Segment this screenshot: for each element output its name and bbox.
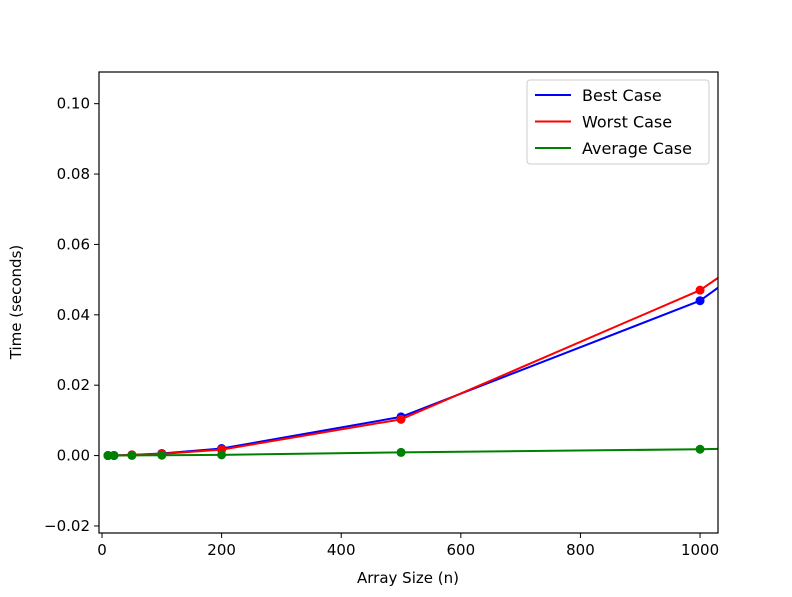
data-point-average-case	[157, 450, 167, 460]
series-best-case	[103, 286, 718, 461]
x-tick-label: 1000	[681, 541, 719, 559]
series-worst-case	[103, 277, 718, 461]
y-tick-label: 0.06	[57, 235, 90, 253]
legend-label: Best Case	[582, 86, 662, 105]
legend: Best Case Worst Case Average Case	[526, 79, 710, 165]
x-tick-label: 0	[97, 541, 107, 559]
axis-ticks: 0 200 400 600 800 1000 −0.02 0.00 0.02 0.04 0.06 0.…	[44, 95, 719, 559]
y-tick-label: 0.02	[57, 376, 90, 394]
x-tick-label: 800	[566, 541, 595, 559]
y-tick-label: 0.10	[57, 95, 90, 113]
data-point-average-case	[109, 451, 119, 461]
data-point-average-case	[127, 450, 137, 460]
series-line-worst-case	[107, 277, 718, 457]
y-tick-label: 0.00	[57, 447, 90, 465]
plot-frame	[98, 71, 719, 534]
series-line-best-case	[107, 286, 718, 457]
data-point-worst-case	[396, 414, 406, 424]
x-axis-label: Array Size (n)	[357, 569, 459, 587]
y-axis-label: Time (seconds)	[7, 245, 25, 361]
data-point-average-case	[695, 444, 705, 454]
y-tick-label: 0.08	[57, 165, 90, 183]
data-point-best-case	[695, 296, 705, 306]
data-point-worst-case	[695, 285, 705, 295]
y-tick-label: 0.04	[57, 306, 90, 324]
series-average-case	[103, 444, 718, 461]
data-point-average-case	[396, 447, 406, 457]
y-tick-label: −0.02	[44, 517, 90, 535]
data-point-average-case	[217, 450, 227, 460]
legend-label: Worst Case	[582, 113, 672, 132]
x-tick-label: 200	[207, 541, 236, 559]
x-tick-label: 400	[327, 541, 356, 559]
legend-item-worst-case: Worst Case	[535, 113, 672, 132]
legend-box	[526, 79, 710, 165]
legend-item-average-case: Average Case	[535, 139, 692, 158]
legend-item-best-case: Best Case	[535, 86, 662, 105]
series-layer	[103, 277, 718, 461]
x-tick-label: 600	[447, 541, 476, 559]
legend-label: Average Case	[582, 139, 692, 158]
